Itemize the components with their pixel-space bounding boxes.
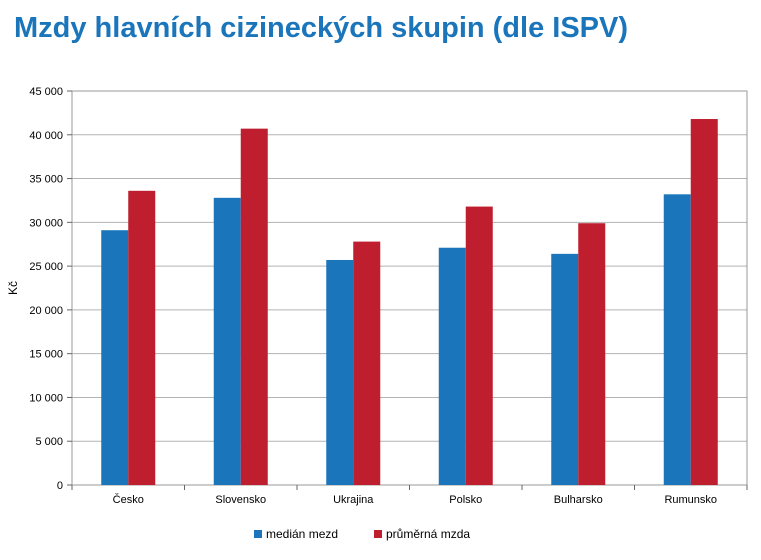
bar-average	[240, 128, 268, 485]
legend-label: medián mezd	[266, 527, 338, 541]
y-tick-label: 30 000	[29, 217, 63, 229]
y-tick-label: 45 000	[29, 86, 63, 98]
bar-average	[465, 206, 493, 485]
bar-average	[353, 241, 381, 485]
bar-median	[326, 259, 354, 485]
x-tick-label: Ukrajina	[333, 494, 374, 506]
legend-item: průměrná mzda	[374, 527, 470, 541]
legend-item: medián mezd	[254, 527, 338, 541]
x-tick-label: Slovensko	[215, 494, 266, 506]
plot-frame	[71, 90, 748, 486]
y-axis-label: Kč	[6, 281, 20, 295]
x-tick-label: Bulharsko	[554, 494, 603, 506]
x-tick-label: Rumunsko	[664, 494, 717, 506]
bar-median	[213, 197, 241, 485]
bar-average	[690, 119, 718, 486]
y-tick-label: 10 000	[29, 392, 63, 404]
page-title: Mzdy hlavních cizineckých skupin (dle IS…	[14, 12, 628, 44]
bar-average	[128, 190, 156, 485]
y-tick-label: 40 000	[29, 130, 63, 142]
y-axis-ticks: 0 5 000 10 000 15 000 20 000 25 000 30 000 35 0…	[29, 86, 72, 492]
y-tick-label: 0	[57, 480, 63, 492]
y-tick-label: 35 000	[29, 174, 63, 186]
bar-median	[101, 230, 129, 485]
x-axis-ticks: Česko Slovensko Ukrajina Polsko Bulharsko Rum…	[71, 485, 748, 506]
y-tick-label: 5 000	[35, 436, 63, 448]
bar-median	[438, 247, 466, 485]
y-tick-label: 25 000	[29, 261, 63, 273]
grid-lines	[72, 134, 747, 442]
x-tick-label: Česko	[113, 493, 144, 506]
legend: medián mezd průměrná mzda	[254, 527, 470, 541]
legend-swatch	[254, 530, 262, 538]
bars	[101, 119, 718, 486]
legend-swatch	[374, 530, 382, 538]
x-tick-label: Polsko	[449, 494, 482, 506]
bar-average	[578, 223, 606, 485]
y-tick-label: 20 000	[29, 305, 63, 317]
y-tick-label: 15 000	[29, 349, 63, 361]
legend-label: průměrná mzda	[386, 527, 470, 541]
bar-median	[551, 253, 579, 485]
bar-median	[663, 194, 691, 485]
